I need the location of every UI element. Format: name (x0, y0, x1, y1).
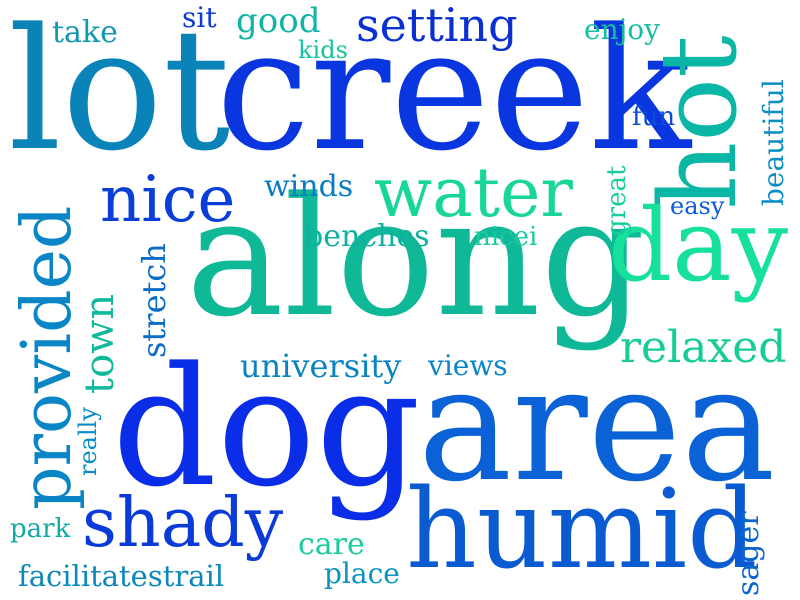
word-relaxed: relaxed (620, 322, 787, 373)
word-kids: kids (298, 36, 348, 64)
word-benches: benches (304, 219, 430, 254)
word-fun: fun (632, 102, 676, 132)
word-nice: nice (100, 163, 236, 237)
word-facilitatestrail: facilitatestrail (18, 559, 225, 593)
word-enjoy: enjoy (584, 13, 660, 46)
word-university: university (240, 347, 402, 385)
word-beautiful: beautiful (757, 79, 790, 206)
word-place: place (324, 557, 400, 590)
word-winds: winds (264, 169, 354, 204)
word-along: along (186, 162, 646, 353)
word-lot: lot (8, 0, 231, 188)
word-good: good (236, 1, 321, 41)
word-sit: sit (182, 1, 217, 34)
word-town: town (77, 293, 123, 394)
word-care: care (298, 527, 365, 562)
word-stretch: stretch (135, 243, 173, 358)
word-take: take (52, 15, 118, 50)
word-nicei: nicei (474, 222, 538, 252)
word-provided: provided (8, 205, 87, 510)
word-creek: creek (216, 0, 692, 188)
word-sager: sager (731, 511, 766, 596)
word-park: park (10, 514, 71, 544)
word-water: water (374, 154, 573, 233)
word-easy: easy (670, 192, 725, 220)
word-great: great (602, 165, 632, 236)
word-views: views (428, 349, 508, 382)
word-shady: shady (82, 484, 284, 563)
word-day: day (608, 187, 789, 304)
word-humid: humid (406, 465, 758, 593)
word-really: really (74, 407, 102, 476)
word-dog: dog (112, 332, 421, 523)
word-area: area (418, 333, 776, 517)
word-setting: setting (356, 0, 518, 52)
